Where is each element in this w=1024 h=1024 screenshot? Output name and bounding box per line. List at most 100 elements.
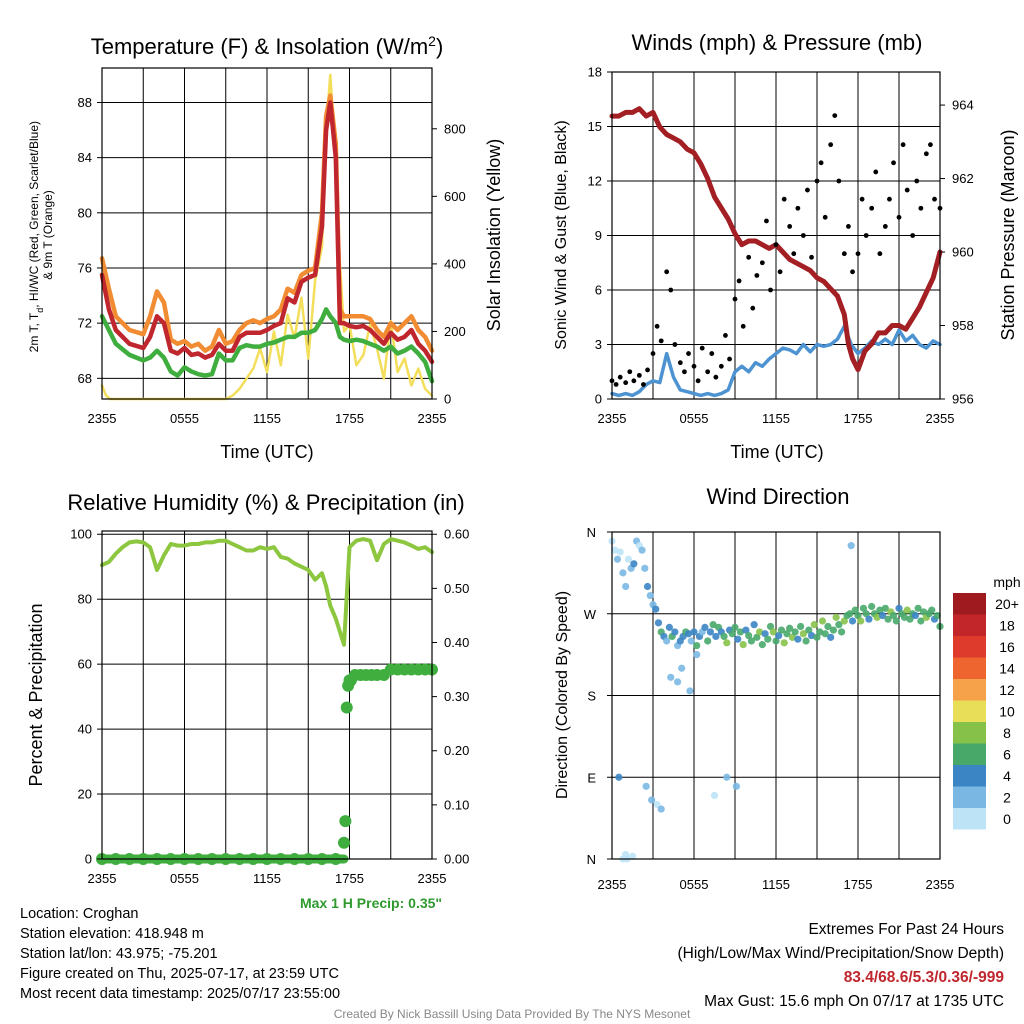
colorbar-label: 2 xyxy=(1003,790,1011,806)
gust-point xyxy=(787,224,793,229)
direction-point xyxy=(622,582,630,591)
direction-point xyxy=(657,805,665,813)
x-tick-label: 1755 xyxy=(335,871,364,886)
recent-data-text: Most recent data timestamp: 2025/07/17 2… xyxy=(20,986,341,1002)
x-tick-label: 0555 xyxy=(680,877,709,892)
direction-point xyxy=(641,564,649,572)
precip-point xyxy=(338,836,350,849)
extremes-subtitle: (High/Low/Max Wind/Precipitation/Snow De… xyxy=(677,945,1005,962)
x-tick-label: 1755 xyxy=(844,877,873,892)
direction-point xyxy=(687,637,695,645)
y-tick-label-right: 962 xyxy=(952,171,974,186)
colorbar-swatch xyxy=(953,786,986,808)
y-tick-label-left: 84 xyxy=(78,150,92,165)
gust-point xyxy=(713,374,719,380)
gust-point xyxy=(641,382,646,387)
direction-point xyxy=(756,628,764,636)
direction-point xyxy=(704,637,712,645)
gust-point xyxy=(686,351,691,356)
gust-point xyxy=(818,160,824,166)
gust-point xyxy=(623,380,629,386)
gust-point xyxy=(918,205,924,211)
gust-point xyxy=(695,378,701,384)
temperature-plot-frame xyxy=(101,67,433,400)
direction-point xyxy=(753,633,761,641)
y-tick-label-left: 9 xyxy=(595,228,602,243)
latlon-text: Station lat/lon: 43.975; -75.201 xyxy=(20,946,218,962)
gust-point xyxy=(650,351,656,356)
direction-point xyxy=(805,626,813,634)
y-tick-label-left: 80 xyxy=(78,205,92,220)
winds-panel: Winds (mph) & Pressure (mb) 2355 0555 1155… xyxy=(553,30,1018,462)
y-tick-label-right: 956 xyxy=(952,392,974,407)
colorbar-swatch xyxy=(953,614,986,636)
direction-point xyxy=(674,678,682,686)
y-tick-label-left: 72 xyxy=(78,316,92,331)
gust-point xyxy=(768,287,773,293)
gust-point xyxy=(809,254,814,260)
max-precip-note: Max 1 H Precip: 0.35" xyxy=(300,895,443,911)
credit-text: Created By Nick Bassill Using Data Provi… xyxy=(333,1007,691,1021)
x-tick-label: 2355 xyxy=(598,411,627,426)
x-tick-label: 2355 xyxy=(88,871,117,886)
x-tick-label: 1155 xyxy=(762,411,790,426)
direction-point xyxy=(616,548,624,556)
gust-point xyxy=(677,360,683,366)
y-tick-label-left: 60 xyxy=(78,657,92,672)
x-tick-label: 0555 xyxy=(170,871,199,886)
speed-colorbar: mph 20+ 18 16 14 12 10 8 6 4 2 0 xyxy=(953,574,1021,830)
gust-point xyxy=(664,269,670,275)
gust-point xyxy=(754,273,760,278)
gust-point xyxy=(682,369,687,375)
gust-point xyxy=(822,214,828,220)
y-tick-label-left: 6 xyxy=(595,283,602,298)
gust-point xyxy=(627,369,633,375)
gust-point xyxy=(709,351,715,356)
direction-point xyxy=(783,630,791,638)
colorbar-swatch xyxy=(953,765,986,787)
direction-point xyxy=(827,633,835,641)
temperature-xlabel: Time (UTC) xyxy=(220,442,313,462)
colorbar-swatch xyxy=(953,743,986,765)
series-line-9m-t xyxy=(99,93,435,353)
y-tick-label-right: 0 xyxy=(444,392,451,407)
direction-point xyxy=(928,606,936,614)
gust-point xyxy=(887,196,892,202)
x-tick-label: 2355 xyxy=(598,877,627,892)
y-tick-label-right: 0.40 xyxy=(444,635,469,650)
direction-point xyxy=(761,630,769,638)
gust-point xyxy=(814,178,820,184)
colorbar-swatch xyxy=(953,700,986,722)
x-tick-label: 2355 xyxy=(88,411,117,426)
direction-point xyxy=(873,613,881,621)
temperature-panel: Temperature (F) & Insolation (W/m2) 2355… xyxy=(27,33,504,462)
humidity-ylabel-left: Percent & Precipitation xyxy=(26,603,46,786)
direction-tick-label: E xyxy=(587,770,596,785)
direction-panel: Wind Direction 2355 0555 1155 1755 2355NESWN… xyxy=(554,484,1021,892)
y-tick-label-left: 76 xyxy=(78,260,92,275)
direction-point xyxy=(876,606,884,614)
humidity-title: Relative Humidity (%) & Precipitation (i… xyxy=(67,490,464,515)
direction-point xyxy=(810,621,818,629)
gust-point xyxy=(896,214,902,220)
direction-point xyxy=(911,611,920,620)
direction-point xyxy=(615,773,623,781)
temperature-ylabel-right: Solar Insolation (Yellow) xyxy=(484,139,504,331)
direction-point xyxy=(846,610,854,618)
x-tick-label: 1155 xyxy=(253,871,281,886)
direction-point xyxy=(788,633,797,641)
direction-point xyxy=(723,639,731,647)
y-tick-label-left: 20 xyxy=(78,787,92,802)
gust-point xyxy=(759,260,765,266)
direction-point xyxy=(693,641,701,650)
gust-point xyxy=(877,251,883,257)
direction-point xyxy=(663,637,671,645)
y-tick-label-left: 0 xyxy=(595,392,602,407)
direction-point xyxy=(895,604,903,612)
direction-point xyxy=(816,628,824,636)
direction-point xyxy=(652,605,660,613)
humidity-plot-frame xyxy=(101,530,433,860)
direction-point xyxy=(710,791,719,800)
direction-point xyxy=(802,637,810,645)
extremes-values: 83.4/68.6/5.3/0.36/-999 xyxy=(843,969,1004,986)
